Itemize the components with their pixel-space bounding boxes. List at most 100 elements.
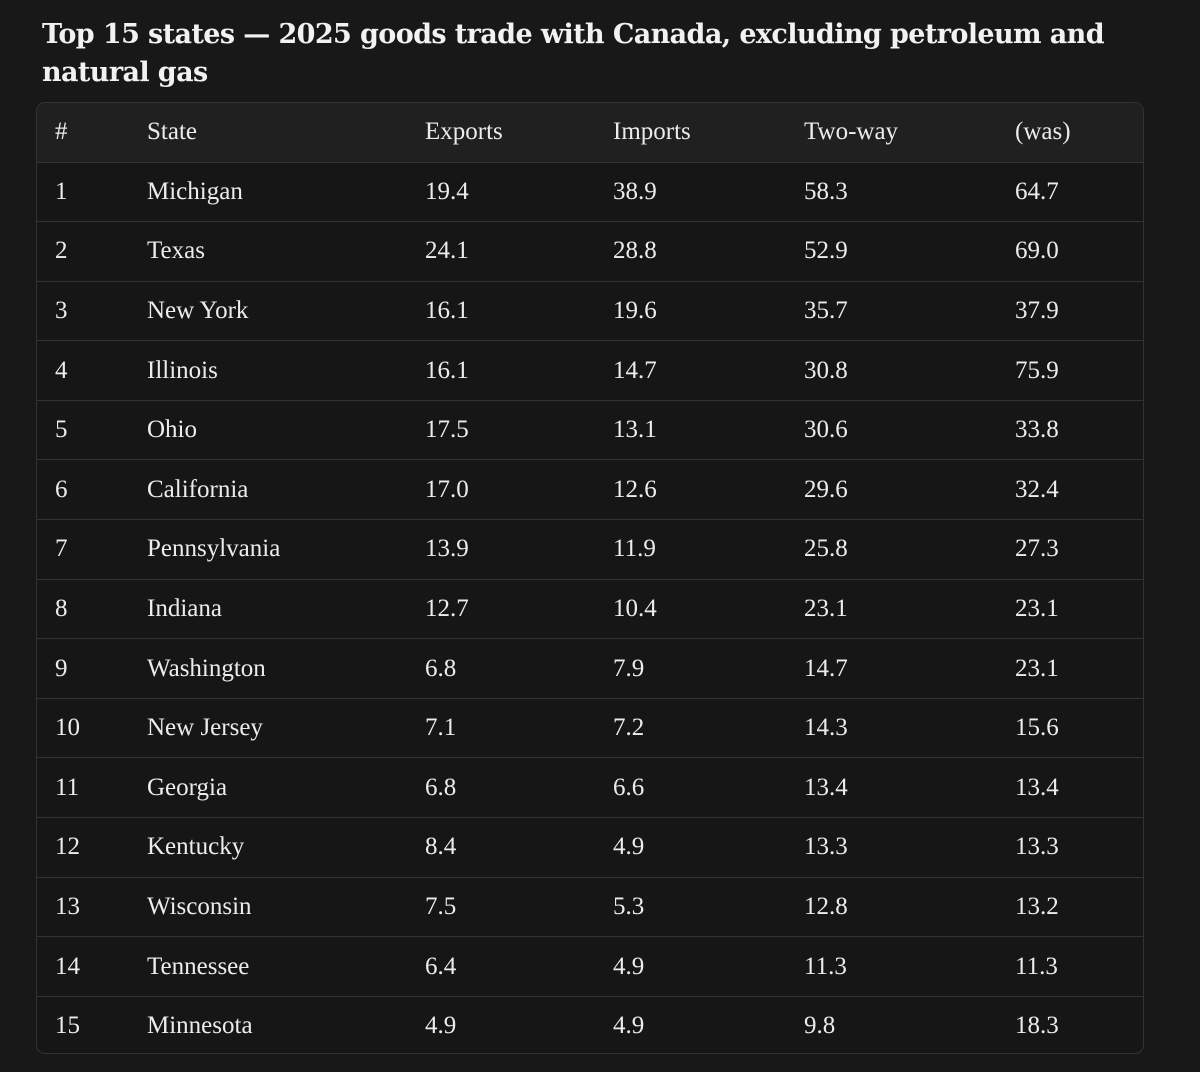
rank-cell: 9 bbox=[37, 638, 147, 699]
two-way-cell: 13.4 bbox=[804, 757, 1015, 818]
table-row: 2 Texas 24.1 28.8 52.9 69.0 bbox=[37, 221, 1143, 282]
column-header-rank: # bbox=[55, 118, 68, 146]
exports-cell: 7.1 bbox=[425, 697, 613, 758]
rank-cell: 13 bbox=[37, 876, 147, 937]
state-cell: Illinois bbox=[147, 340, 425, 401]
column-header-state: State bbox=[147, 118, 197, 146]
exports-cell: 6.8 bbox=[425, 757, 613, 818]
table-row: 8 Indiana 12.7 10.4 23.1 23.1 bbox=[37, 578, 1143, 639]
imports-cell: 14.7 bbox=[613, 340, 804, 401]
imports-cell: 38.9 bbox=[613, 161, 804, 222]
exports-cell: 16.1 bbox=[425, 340, 613, 401]
two-way-cell: 52.9 bbox=[804, 221, 1015, 282]
exports-cell: 7.5 bbox=[425, 876, 613, 937]
two-way-cell: 13.3 bbox=[804, 817, 1015, 878]
was-cell: 32.4 bbox=[1015, 459, 1143, 520]
was-cell: 18.3 bbox=[1015, 995, 1143, 1053]
state-cell: Minnesota bbox=[147, 995, 425, 1053]
exports-cell: 12.7 bbox=[425, 578, 613, 639]
rank-cell: 3 bbox=[37, 280, 147, 341]
imports-cell: 7.9 bbox=[613, 638, 804, 699]
table-row: 6 California 17.0 12.6 29.6 32.4 bbox=[37, 459, 1143, 520]
column-header-was: (was) bbox=[1015, 118, 1071, 146]
rank-cell: 5 bbox=[37, 399, 147, 460]
was-cell: 23.1 bbox=[1015, 578, 1143, 639]
two-way-cell: 14.3 bbox=[804, 697, 1015, 758]
two-way-cell: 25.8 bbox=[804, 519, 1015, 580]
two-way-cell: 14.7 bbox=[804, 638, 1015, 699]
state-cell: Michigan bbox=[147, 161, 425, 222]
table-row: 14 Tennessee 6.4 4.9 11.3 11.3 bbox=[37, 936, 1143, 997]
imports-cell: 12.6 bbox=[613, 459, 804, 520]
two-way-cell: 58.3 bbox=[804, 161, 1015, 222]
state-cell: Indiana bbox=[147, 578, 425, 639]
exports-cell: 4.9 bbox=[425, 995, 613, 1053]
imports-cell: 10.4 bbox=[613, 578, 804, 639]
rank-cell: 12 bbox=[37, 817, 147, 878]
was-cell: 15.6 bbox=[1015, 697, 1143, 758]
imports-cell: 13.1 bbox=[613, 399, 804, 460]
imports-cell: 19.6 bbox=[613, 280, 804, 341]
exports-cell: 8.4 bbox=[425, 817, 613, 878]
table-row: 15 Minnesota 4.9 4.9 9.8 18.3 bbox=[37, 995, 1143, 1053]
table-row: 7 Pennsylvania 13.9 11.9 25.8 27.3 bbox=[37, 519, 1143, 580]
state-cell: Tennessee bbox=[147, 936, 425, 997]
exports-cell: 13.9 bbox=[425, 519, 613, 580]
was-cell: 33.8 bbox=[1015, 399, 1143, 460]
two-way-cell: 9.8 bbox=[804, 995, 1015, 1053]
rank-cell: 11 bbox=[37, 757, 147, 818]
state-cell: Ohio bbox=[147, 399, 425, 460]
exports-cell: 6.4 bbox=[425, 936, 613, 997]
exports-cell: 17.0 bbox=[425, 459, 613, 520]
was-cell: 64.7 bbox=[1015, 161, 1143, 222]
two-way-cell: 30.8 bbox=[804, 340, 1015, 401]
was-cell: 37.9 bbox=[1015, 280, 1143, 341]
table-row: 9 Washington 6.8 7.9 14.7 23.1 bbox=[37, 638, 1143, 699]
table-row: 13 Wisconsin 7.5 5.3 12.8 13.2 bbox=[37, 876, 1143, 937]
two-way-cell: 30.6 bbox=[804, 399, 1015, 460]
imports-cell: 4.9 bbox=[613, 995, 804, 1053]
state-cell: New Jersey bbox=[147, 697, 425, 758]
imports-cell: 11.9 bbox=[613, 519, 804, 580]
imports-cell: 7.2 bbox=[613, 697, 804, 758]
column-header-two-way: Two-way bbox=[804, 118, 899, 146]
rank-cell: 1 bbox=[37, 161, 147, 222]
page-title: Top 15 states — 2025 goods trade with Ca… bbox=[42, 19, 1105, 88]
table-row: 4 Illinois 16.1 14.7 30.8 75.9 bbox=[37, 340, 1143, 401]
table-row: 5 Ohio 17.5 13.1 30.6 33.8 bbox=[37, 399, 1143, 460]
two-way-cell: 29.6 bbox=[804, 459, 1015, 520]
was-cell: 27.3 bbox=[1015, 519, 1143, 580]
was-cell: 13.3 bbox=[1015, 817, 1143, 878]
rank-cell: 10 bbox=[37, 697, 147, 758]
rank-cell: 2 bbox=[37, 221, 147, 282]
state-cell: Kentucky bbox=[147, 817, 425, 878]
rank-cell: 8 bbox=[37, 578, 147, 639]
two-way-cell: 11.3 bbox=[804, 936, 1015, 997]
imports-cell: 4.9 bbox=[613, 817, 804, 878]
exports-cell: 24.1 bbox=[425, 221, 613, 282]
table-row: 10 New Jersey 7.1 7.2 14.3 15.6 bbox=[37, 697, 1143, 758]
rank-cell: 4 bbox=[37, 340, 147, 401]
was-cell: 13.4 bbox=[1015, 757, 1143, 818]
was-cell: 13.2 bbox=[1015, 876, 1143, 937]
was-cell: 11.3 bbox=[1015, 936, 1143, 997]
exports-cell: 19.4 bbox=[425, 161, 613, 222]
imports-cell: 6.6 bbox=[613, 757, 804, 818]
two-way-cell: 35.7 bbox=[804, 280, 1015, 341]
exports-cell: 17.5 bbox=[425, 399, 613, 460]
rank-cell: 6 bbox=[37, 459, 147, 520]
state-cell: Georgia bbox=[147, 757, 425, 818]
rank-cell: 7 bbox=[37, 519, 147, 580]
rank-cell: 15 bbox=[37, 995, 147, 1053]
state-cell: Texas bbox=[147, 221, 425, 282]
table-row: 11 Georgia 6.8 6.6 13.4 13.4 bbox=[37, 757, 1143, 818]
table-row: 3 New York 16.1 19.6 35.7 37.9 bbox=[37, 280, 1143, 341]
exports-cell: 16.1 bbox=[425, 280, 613, 341]
imports-cell: 28.8 bbox=[613, 221, 804, 282]
state-cell: Wisconsin bbox=[147, 876, 425, 937]
was-cell: 23.1 bbox=[1015, 638, 1143, 699]
two-way-cell: 23.1 bbox=[804, 578, 1015, 639]
column-header-exports: Exports bbox=[425, 118, 503, 146]
